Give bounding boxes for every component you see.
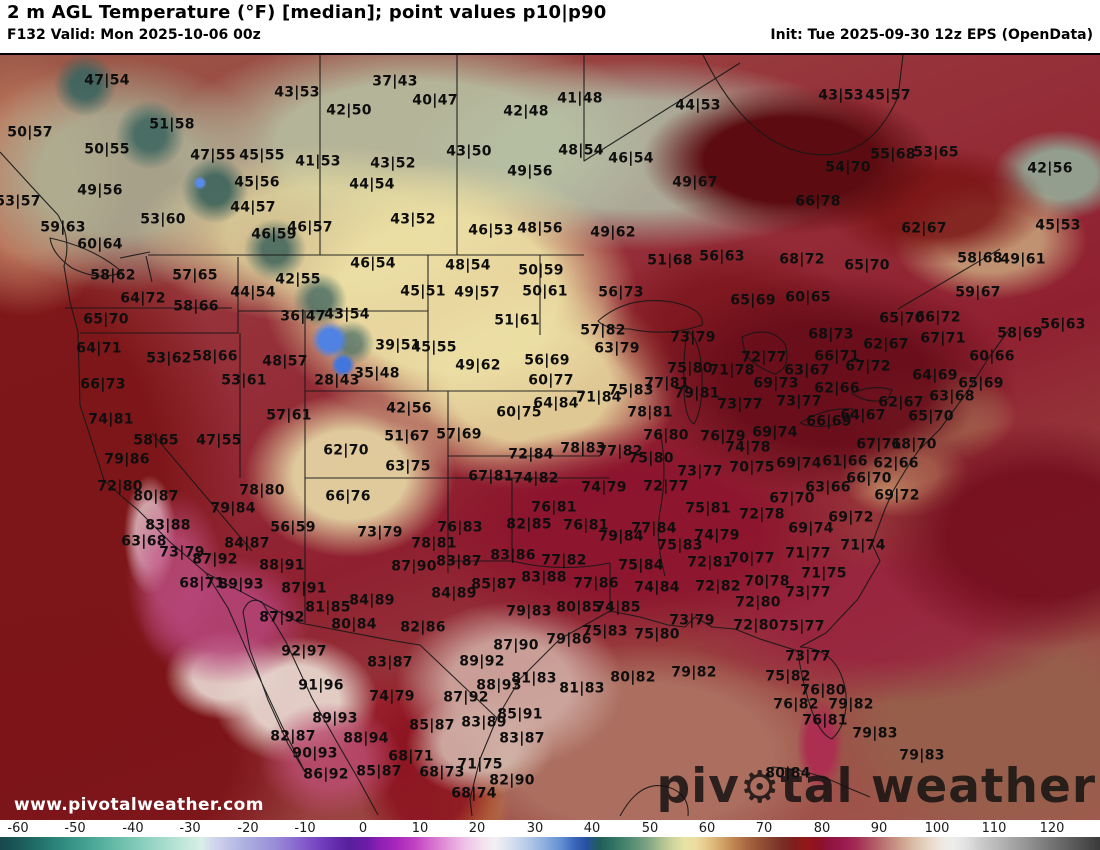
colorbar: -60 -50 -40 -30 -20 -10 0 10 20 30 40 xyxy=(0,820,1100,850)
colorbar-tick-label: 10 xyxy=(411,821,429,836)
colorbar-tick-label: -30 xyxy=(179,821,201,836)
colorbar-tick-label: 80 xyxy=(813,821,831,836)
colorbar-ticks: -60 -50 -40 -30 -20 -10 0 10 20 30 40 xyxy=(0,820,1100,837)
colorbar-tick-label: -20 xyxy=(237,821,259,836)
colorbar-tick-label: 110 xyxy=(981,821,1007,836)
colorbar-tick-label: -50 xyxy=(64,821,86,836)
colorbar-tick-label: 20 xyxy=(468,821,486,836)
colorbar-tick-label: 120 xyxy=(1039,821,1065,836)
colorbar-tick-label: 60 xyxy=(698,821,716,836)
colorbar-gradient xyxy=(0,837,1100,850)
brand-logo: piv⚙tal weather xyxy=(656,763,1096,810)
brand-logo-text-right: tal weather xyxy=(780,759,1096,814)
gear-icon: ⚙ xyxy=(739,762,781,813)
colorbar-tick-label: -60 xyxy=(7,821,29,836)
header: 2 m AGL Temperature (°F) [median]; point… xyxy=(0,0,1100,53)
colorbar-tick-label: 100 xyxy=(924,821,950,836)
colorbar-tick-label: -40 xyxy=(122,821,144,836)
colorbar-tick-label: -10 xyxy=(294,821,316,836)
map-canvas xyxy=(0,53,1100,822)
valid-time: F132 Valid: Mon 2025-10-06 00z xyxy=(7,27,261,43)
page-title: 2 m AGL Temperature (°F) [median]; point… xyxy=(7,2,607,23)
colorbar-tick-label: 90 xyxy=(870,821,888,836)
watermark: www.pivotalweather.com xyxy=(14,795,264,815)
colorbar-tick-label: 30 xyxy=(526,821,544,836)
init-time: Init: Tue 2025-09-30 12z EPS (OpenData) xyxy=(770,27,1093,43)
colorbar-tick-label: 40 xyxy=(583,821,601,836)
colorbar-tick-label: 50 xyxy=(641,821,659,836)
brand-logo-text-left: piv xyxy=(656,759,740,814)
colorbar-tick-label: 0 xyxy=(358,821,368,836)
colorbar-tick-label: 70 xyxy=(755,821,773,836)
